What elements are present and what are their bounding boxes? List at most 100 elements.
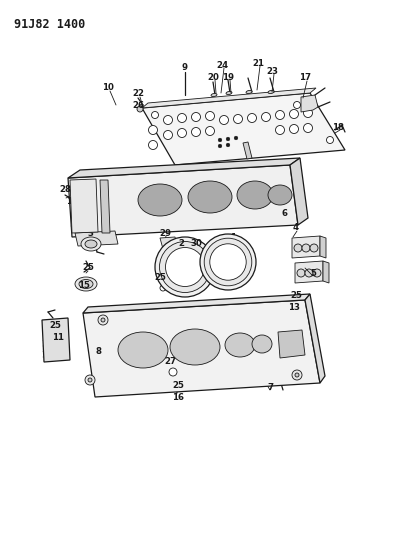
- Polygon shape: [75, 231, 118, 246]
- Ellipse shape: [188, 181, 232, 213]
- Circle shape: [164, 116, 173, 125]
- Text: 11: 11: [52, 334, 64, 343]
- Circle shape: [276, 125, 285, 134]
- Circle shape: [218, 144, 222, 148]
- Text: 25: 25: [172, 381, 184, 390]
- Text: 91J82 1400: 91J82 1400: [14, 18, 85, 31]
- Circle shape: [155, 237, 215, 297]
- Circle shape: [295, 373, 299, 377]
- Circle shape: [152, 111, 159, 118]
- Circle shape: [305, 269, 313, 277]
- Circle shape: [302, 244, 310, 252]
- Text: 12: 12: [237, 265, 249, 274]
- Circle shape: [192, 112, 201, 122]
- Circle shape: [85, 375, 95, 385]
- Polygon shape: [292, 236, 320, 258]
- Circle shape: [160, 285, 166, 291]
- Polygon shape: [83, 294, 310, 313]
- Text: 8: 8: [96, 348, 102, 357]
- Ellipse shape: [138, 184, 182, 216]
- Polygon shape: [243, 142, 252, 159]
- Text: 16: 16: [172, 392, 184, 401]
- Text: 6: 6: [282, 208, 288, 217]
- Circle shape: [226, 143, 230, 147]
- Polygon shape: [70, 179, 98, 233]
- Circle shape: [262, 112, 271, 122]
- Text: 14: 14: [66, 198, 78, 206]
- Circle shape: [148, 141, 157, 149]
- Polygon shape: [68, 158, 300, 178]
- Circle shape: [290, 109, 299, 118]
- Circle shape: [276, 110, 285, 119]
- Circle shape: [292, 370, 302, 380]
- Ellipse shape: [225, 333, 255, 357]
- Text: 29: 29: [159, 229, 171, 238]
- Polygon shape: [301, 95, 318, 112]
- Text: 22: 22: [132, 88, 144, 98]
- Ellipse shape: [252, 335, 272, 353]
- Circle shape: [218, 138, 222, 142]
- Ellipse shape: [226, 92, 232, 94]
- Circle shape: [101, 318, 105, 322]
- Circle shape: [159, 241, 211, 293]
- Ellipse shape: [118, 332, 168, 368]
- Text: 25: 25: [49, 320, 61, 329]
- Circle shape: [293, 101, 300, 109]
- Circle shape: [98, 315, 108, 325]
- Ellipse shape: [279, 299, 297, 311]
- Polygon shape: [100, 180, 110, 233]
- Circle shape: [304, 109, 312, 117]
- Text: 24: 24: [216, 61, 228, 69]
- Text: 3: 3: [87, 229, 93, 238]
- Circle shape: [234, 115, 243, 124]
- Text: 25: 25: [154, 273, 166, 282]
- Text: 9: 9: [182, 63, 188, 72]
- Circle shape: [297, 269, 305, 277]
- Text: 25: 25: [82, 263, 94, 272]
- Circle shape: [164, 131, 173, 140]
- Polygon shape: [290, 158, 308, 225]
- Polygon shape: [278, 330, 305, 358]
- Circle shape: [210, 244, 246, 280]
- Polygon shape: [323, 261, 329, 283]
- Text: 23: 23: [266, 67, 278, 76]
- Polygon shape: [68, 165, 298, 237]
- Text: 26: 26: [132, 101, 144, 109]
- Text: 17: 17: [299, 74, 311, 83]
- Circle shape: [192, 127, 201, 136]
- Circle shape: [206, 111, 215, 120]
- Polygon shape: [295, 261, 323, 283]
- Circle shape: [200, 234, 256, 290]
- Circle shape: [304, 124, 312, 133]
- Circle shape: [169, 368, 177, 376]
- Polygon shape: [305, 294, 325, 383]
- Circle shape: [178, 128, 187, 138]
- Text: 27: 27: [164, 358, 176, 367]
- Ellipse shape: [79, 279, 93, 288]
- Polygon shape: [83, 300, 320, 397]
- Ellipse shape: [85, 240, 97, 248]
- Text: 15: 15: [78, 280, 90, 289]
- Circle shape: [310, 244, 318, 252]
- Circle shape: [313, 269, 321, 277]
- Polygon shape: [160, 237, 178, 249]
- Circle shape: [326, 136, 333, 143]
- Circle shape: [137, 106, 143, 112]
- Circle shape: [220, 116, 229, 125]
- Circle shape: [148, 125, 157, 134]
- Ellipse shape: [160, 254, 172, 262]
- Text: 5: 5: [310, 269, 316, 278]
- Polygon shape: [142, 88, 316, 108]
- Circle shape: [234, 136, 238, 140]
- Circle shape: [248, 114, 257, 123]
- Text: 21: 21: [252, 59, 264, 68]
- Circle shape: [178, 114, 187, 123]
- Polygon shape: [42, 318, 70, 362]
- Text: 7: 7: [267, 384, 273, 392]
- Text: 4: 4: [293, 223, 299, 232]
- Ellipse shape: [75, 277, 97, 291]
- Text: 28: 28: [59, 185, 71, 195]
- Circle shape: [290, 125, 299, 133]
- Ellipse shape: [170, 329, 220, 365]
- Text: 20: 20: [207, 72, 219, 82]
